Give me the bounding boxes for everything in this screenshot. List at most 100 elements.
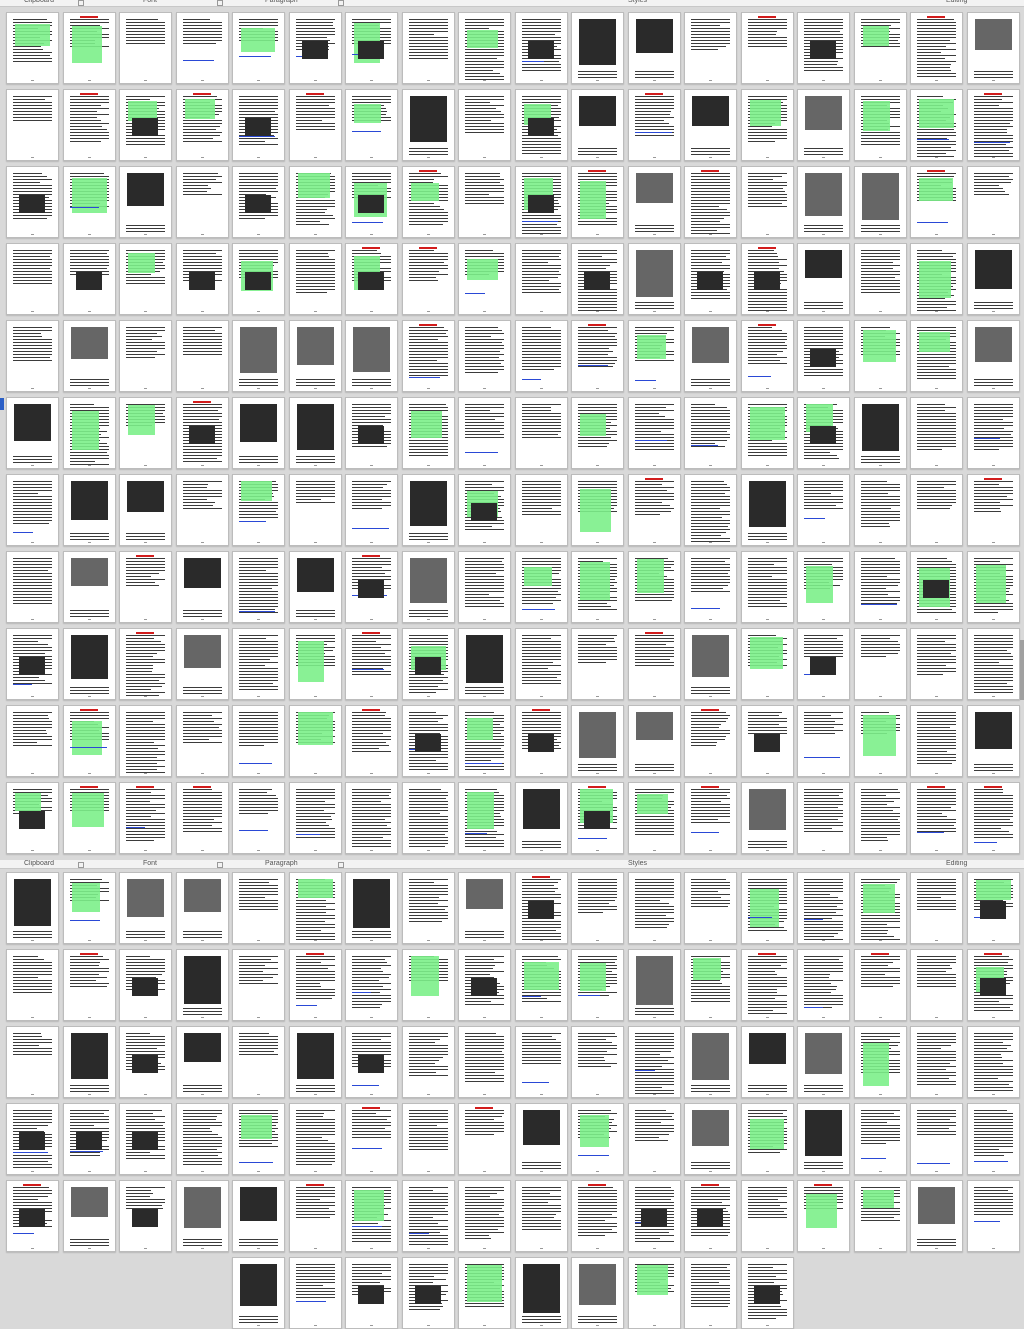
- page-thumbnail[interactable]: [232, 474, 285, 546]
- page-thumbnail[interactable]: [288, 474, 342, 546]
- page-thumbnail[interactable]: [627, 782, 681, 854]
- page-thumbnail[interactable]: [232, 166, 285, 238]
- page-thumbnail[interactable]: [401, 949, 455, 1021]
- page-thumbnail[interactable]: [6, 12, 59, 84]
- ribbon-group-clipboard[interactable]: Clipboard: [24, 860, 54, 867]
- page-thumbnail[interactable]: [232, 1180, 285, 1252]
- page-thumbnail[interactable]: [966, 782, 1020, 854]
- page-thumbnail[interactable]: [910, 474, 963, 546]
- page-thumbnail[interactable]: [288, 1257, 342, 1329]
- page-thumbnail[interactable]: [458, 705, 511, 777]
- page-thumbnail[interactable]: [797, 872, 850, 944]
- page-thumbnail[interactable]: [6, 628, 59, 700]
- page-thumbnail[interactable]: [6, 1103, 59, 1175]
- page-thumbnail[interactable]: [797, 1103, 850, 1175]
- page-thumbnail[interactable]: [910, 628, 963, 700]
- page-thumbnail[interactable]: [853, 397, 907, 469]
- page-thumbnail[interactable]: [514, 89, 568, 161]
- page-thumbnail[interactable]: [627, 397, 681, 469]
- page-thumbnail[interactable]: [232, 628, 285, 700]
- page-thumbnail[interactable]: [684, 320, 737, 392]
- page-thumbnail[interactable]: [571, 782, 624, 854]
- page-thumbnail[interactable]: [571, 1180, 624, 1252]
- page-thumbnail[interactable]: [62, 166, 116, 238]
- page-thumbnail[interactable]: [288, 1180, 342, 1252]
- page-thumbnail[interactable]: [175, 474, 229, 546]
- page-thumbnail[interactable]: [966, 474, 1020, 546]
- page-thumbnail[interactable]: [853, 782, 907, 854]
- page-thumbnail[interactable]: [458, 872, 511, 944]
- page-thumbnail[interactable]: [345, 1257, 398, 1329]
- page-thumbnail[interactable]: [345, 782, 398, 854]
- page-thumbnail[interactable]: [345, 243, 398, 315]
- page-thumbnail[interactable]: [175, 705, 229, 777]
- page-thumbnail[interactable]: [853, 12, 907, 84]
- page-thumbnail[interactable]: [571, 397, 624, 469]
- page-thumbnail[interactable]: [6, 397, 59, 469]
- page-thumbnail[interactable]: [966, 166, 1020, 238]
- page-thumbnail[interactable]: [966, 1180, 1020, 1252]
- page-thumbnail[interactable]: [175, 1026, 229, 1098]
- page-thumbnail[interactable]: [627, 1180, 681, 1252]
- page-thumbnail[interactable]: [627, 320, 681, 392]
- page-thumbnail[interactable]: [288, 1026, 342, 1098]
- page-thumbnail[interactable]: [6, 89, 59, 161]
- page-thumbnail[interactable]: [458, 551, 511, 623]
- page-thumbnail[interactable]: [966, 1026, 1020, 1098]
- page-thumbnail[interactable]: [175, 1103, 229, 1175]
- page-thumbnail[interactable]: [740, 397, 794, 469]
- page-thumbnail[interactable]: [910, 166, 963, 238]
- page-thumbnail[interactable]: [514, 782, 568, 854]
- page-thumbnail[interactable]: [571, 949, 624, 1021]
- dialog-launcher-icon[interactable]: [217, 0, 223, 6]
- page-thumbnail[interactable]: [458, 320, 511, 392]
- page-thumbnail[interactable]: [853, 243, 907, 315]
- page-thumbnail[interactable]: [458, 474, 511, 546]
- page-thumbnail[interactable]: [571, 1103, 624, 1175]
- page-thumbnail[interactable]: [119, 628, 172, 700]
- page-thumbnail[interactable]: [684, 166, 737, 238]
- page-thumbnail[interactable]: [458, 12, 511, 84]
- page-thumbnail[interactable]: [119, 1103, 172, 1175]
- page-thumbnail[interactable]: [232, 1257, 285, 1329]
- page-thumbnail[interactable]: [62, 949, 116, 1021]
- page-thumbnail[interactable]: [571, 166, 624, 238]
- page-thumbnail[interactable]: [458, 1103, 511, 1175]
- page-thumbnail[interactable]: [514, 1257, 568, 1329]
- page-thumbnail[interactable]: [232, 872, 285, 944]
- page-thumbnail[interactable]: [345, 1103, 398, 1175]
- page-thumbnail[interactable]: [514, 949, 568, 1021]
- page-thumbnail[interactable]: [797, 474, 850, 546]
- page-thumbnail[interactable]: [797, 397, 850, 469]
- page-thumbnail[interactable]: [6, 705, 59, 777]
- page-thumbnail[interactable]: [458, 628, 511, 700]
- page-thumbnail[interactable]: [458, 1180, 511, 1252]
- page-thumbnail[interactable]: [853, 1026, 907, 1098]
- page-thumbnail[interactable]: [401, 89, 455, 161]
- page-thumbnail[interactable]: [514, 397, 568, 469]
- page-thumbnail[interactable]: [232, 551, 285, 623]
- page-thumbnail[interactable]: [119, 89, 172, 161]
- page-thumbnail[interactable]: [119, 1026, 172, 1098]
- page-thumbnail[interactable]: [401, 12, 455, 84]
- page-thumbnail[interactable]: [740, 474, 794, 546]
- page-thumbnail[interactable]: [514, 166, 568, 238]
- page-thumbnail[interactable]: [62, 1103, 116, 1175]
- page-thumbnail[interactable]: [62, 320, 116, 392]
- page-thumbnail[interactable]: [797, 89, 850, 161]
- page-thumbnail[interactable]: [514, 1026, 568, 1098]
- page-thumbnail[interactable]: [740, 89, 794, 161]
- page-thumbnail[interactable]: [119, 243, 172, 315]
- page-thumbnail[interactable]: [175, 551, 229, 623]
- page-thumbnail[interactable]: [797, 320, 850, 392]
- page-thumbnail[interactable]: [345, 397, 398, 469]
- page-thumbnail[interactable]: [740, 872, 794, 944]
- page-thumbnail[interactable]: [401, 872, 455, 944]
- page-thumbnail[interactable]: [684, 1180, 737, 1252]
- page-thumbnail[interactable]: [119, 166, 172, 238]
- page-thumbnail[interactable]: [571, 243, 624, 315]
- page-thumbnail[interactable]: [740, 166, 794, 238]
- page-thumbnail[interactable]: [740, 551, 794, 623]
- page-thumbnail[interactable]: [853, 551, 907, 623]
- page-thumbnail[interactable]: [853, 1180, 907, 1252]
